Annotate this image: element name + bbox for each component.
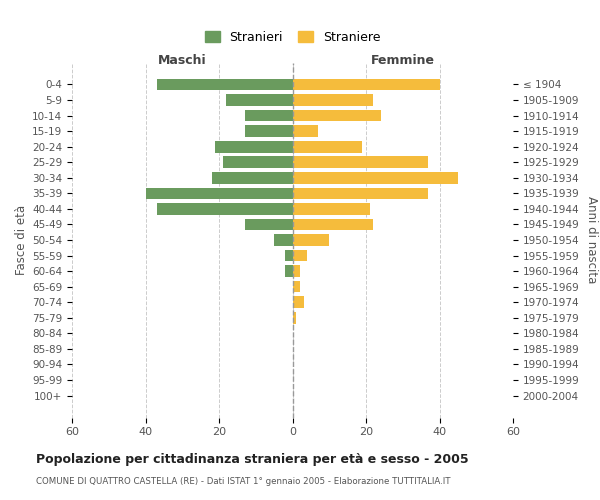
Bar: [293, 312, 296, 324]
Bar: [245, 218, 293, 230]
Bar: [226, 94, 293, 106]
Bar: [293, 266, 300, 277]
Bar: [285, 250, 293, 262]
Bar: [245, 110, 293, 122]
Bar: [293, 234, 329, 246]
Legend: Stranieri, Straniere: Stranieri, Straniere: [199, 26, 386, 49]
Bar: [157, 78, 293, 90]
Bar: [293, 126, 318, 137]
Bar: [293, 172, 458, 184]
Bar: [293, 203, 370, 214]
Bar: [293, 156, 428, 168]
Text: Popolazione per cittadinanza straniera per età e sesso - 2005: Popolazione per cittadinanza straniera p…: [36, 452, 469, 466]
Y-axis label: Fasce di età: Fasce di età: [15, 205, 28, 275]
Text: Maschi: Maschi: [158, 54, 206, 68]
Bar: [157, 203, 293, 214]
Bar: [146, 188, 293, 199]
Text: COMUNE DI QUATTRO CASTELLA (RE) - Dati ISTAT 1° gennaio 2005 - Elaborazione TUTT: COMUNE DI QUATTRO CASTELLA (RE) - Dati I…: [36, 478, 451, 486]
Bar: [293, 188, 428, 199]
Bar: [223, 156, 293, 168]
Bar: [215, 141, 293, 152]
Bar: [285, 266, 293, 277]
Bar: [293, 110, 381, 122]
Bar: [293, 250, 307, 262]
Bar: [245, 126, 293, 137]
Bar: [293, 78, 439, 90]
Bar: [293, 281, 300, 292]
Bar: [293, 218, 373, 230]
Text: Femmine: Femmine: [371, 54, 435, 68]
Bar: [212, 172, 293, 184]
Bar: [274, 234, 293, 246]
Bar: [293, 141, 362, 152]
Bar: [293, 296, 304, 308]
Bar: [293, 94, 373, 106]
Y-axis label: Anni di nascita: Anni di nascita: [585, 196, 598, 284]
